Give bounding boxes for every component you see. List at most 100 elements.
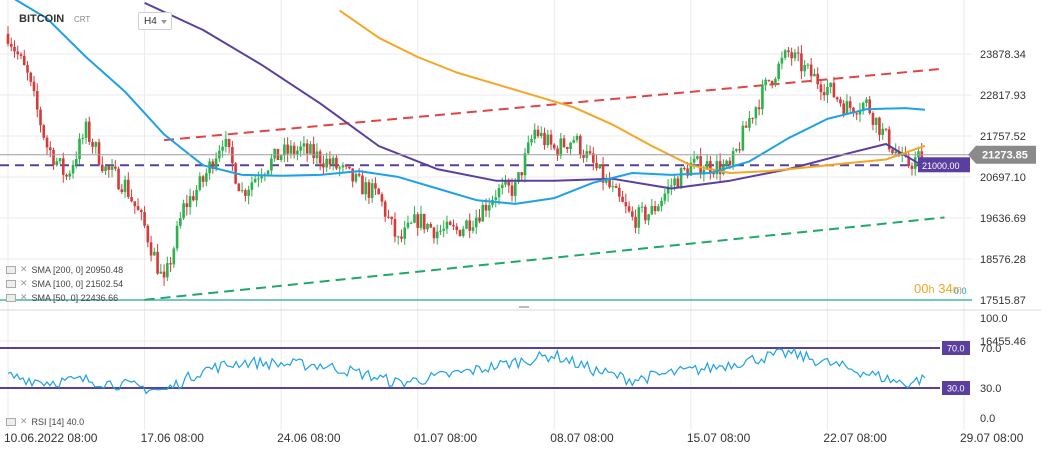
candle-body [65, 174, 68, 177]
candle-body [29, 72, 33, 82]
candle-body [61, 158, 65, 175]
candle-body [858, 111, 862, 115]
candle-body [393, 218, 397, 237]
rsi-30-badge [942, 381, 970, 395]
candle-body [839, 99, 842, 104]
candle-body [809, 64, 813, 77]
candle-body [91, 141, 94, 147]
candle-body [748, 118, 751, 128]
indicator-legend-sma50[interactable]: ✕ SMA [50, 0] 22436.66 [6, 292, 118, 303]
candle-body [211, 161, 215, 170]
candle-body [598, 164, 602, 169]
candle-body [422, 213, 426, 230]
candle-body [403, 227, 407, 239]
candle-body [764, 79, 767, 86]
candle-body [796, 52, 800, 54]
candle-body [377, 188, 380, 195]
candle-body [634, 216, 637, 228]
level-badge [918, 157, 970, 173]
candle-body [605, 178, 608, 183]
timeframe-select[interactable]: H4 [138, 12, 172, 30]
candle-body [865, 99, 868, 103]
candle-body [471, 227, 475, 231]
candle-body [881, 128, 885, 135]
candle-body [84, 121, 88, 138]
candle-body [702, 169, 706, 175]
candle-body [35, 91, 39, 110]
candle-body [920, 151, 924, 160]
candle-body [549, 134, 553, 145]
chevron-down-icon[interactable] [161, 20, 167, 24]
candle-body [32, 81, 36, 92]
close-icon[interactable]: ✕ [20, 416, 28, 426]
baseline-zero-label: 0.0 [954, 286, 967, 296]
candle-body [832, 82, 836, 98]
candle-body [575, 135, 579, 141]
candle-body [6, 33, 10, 44]
close-icon[interactable]: ✕ [20, 292, 28, 302]
candle-body [250, 182, 254, 190]
sma50-line [14, 0, 926, 205]
settings-icon[interactable] [6, 265, 16, 274]
candle-body [260, 176, 263, 179]
candle-body [465, 220, 468, 229]
candle-body [94, 142, 98, 147]
candle-body [592, 153, 595, 163]
indicator-label: SMA [100, 0] 21502.54 [31, 278, 124, 289]
candle-body [718, 161, 722, 175]
candle-body [244, 190, 247, 196]
candle-body [97, 142, 101, 165]
candle-body [221, 146, 224, 151]
candle-body [871, 113, 875, 125]
price-tick-label: 17515.87 [980, 295, 1026, 307]
candle-body [439, 230, 442, 232]
candle-body [523, 153, 527, 176]
time-tick-label: 29.07 08:00 [960, 431, 1024, 445]
candle-body [663, 193, 667, 201]
candle-body [647, 214, 650, 221]
candle-body [214, 158, 218, 170]
candle-body [913, 157, 917, 169]
close-icon[interactable]: ✕ [20, 264, 28, 274]
candle-body [783, 50, 787, 58]
indicator-legend-sma100[interactable]: ✕ SMA [100, 0] 21502.54 [6, 278, 123, 289]
candle-body [58, 158, 62, 162]
price-tick-label: 18576.28 [980, 254, 1026, 266]
candle-body [582, 154, 585, 158]
candle-body [338, 167, 341, 169]
candle-body [676, 178, 680, 188]
settings-icon[interactable] [6, 293, 16, 302]
candle-body [416, 214, 420, 228]
candle-body [309, 144, 312, 154]
candle-body [348, 166, 351, 169]
candle-body [192, 196, 195, 201]
candle-body [780, 57, 784, 64]
candle-body [9, 43, 13, 47]
candle-body [74, 159, 78, 165]
settings-icon[interactable] [6, 279, 16, 288]
rsi-label: RSI [14] 40.0 [31, 416, 85, 427]
candle-body [127, 179, 130, 197]
settings-icon[interactable] [6, 417, 16, 426]
candle-body [237, 183, 241, 192]
candle-body [419, 213, 423, 228]
candle-body [318, 151, 322, 164]
rsi-legend[interactable]: ✕ RSI [14] 40.0 [6, 416, 84, 427]
indicator-legend-sma200[interactable]: ✕ SMA [200, 0] 20950.48 [6, 264, 123, 275]
candle-body [556, 148, 559, 156]
current-price-label: 21273.85 [982, 150, 1028, 162]
candle-body [487, 205, 491, 211]
candle-body [240, 190, 244, 192]
candle-body [429, 224, 433, 228]
candle-body [715, 161, 719, 175]
candle-body [136, 206, 140, 211]
candle-body [897, 151, 901, 156]
candle-body [396, 236, 400, 238]
candle-body [253, 178, 257, 183]
close-icon[interactable]: ✕ [20, 278, 28, 288]
candle-body [185, 203, 189, 208]
candle-body [266, 170, 270, 175]
candle-body [474, 217, 478, 228]
